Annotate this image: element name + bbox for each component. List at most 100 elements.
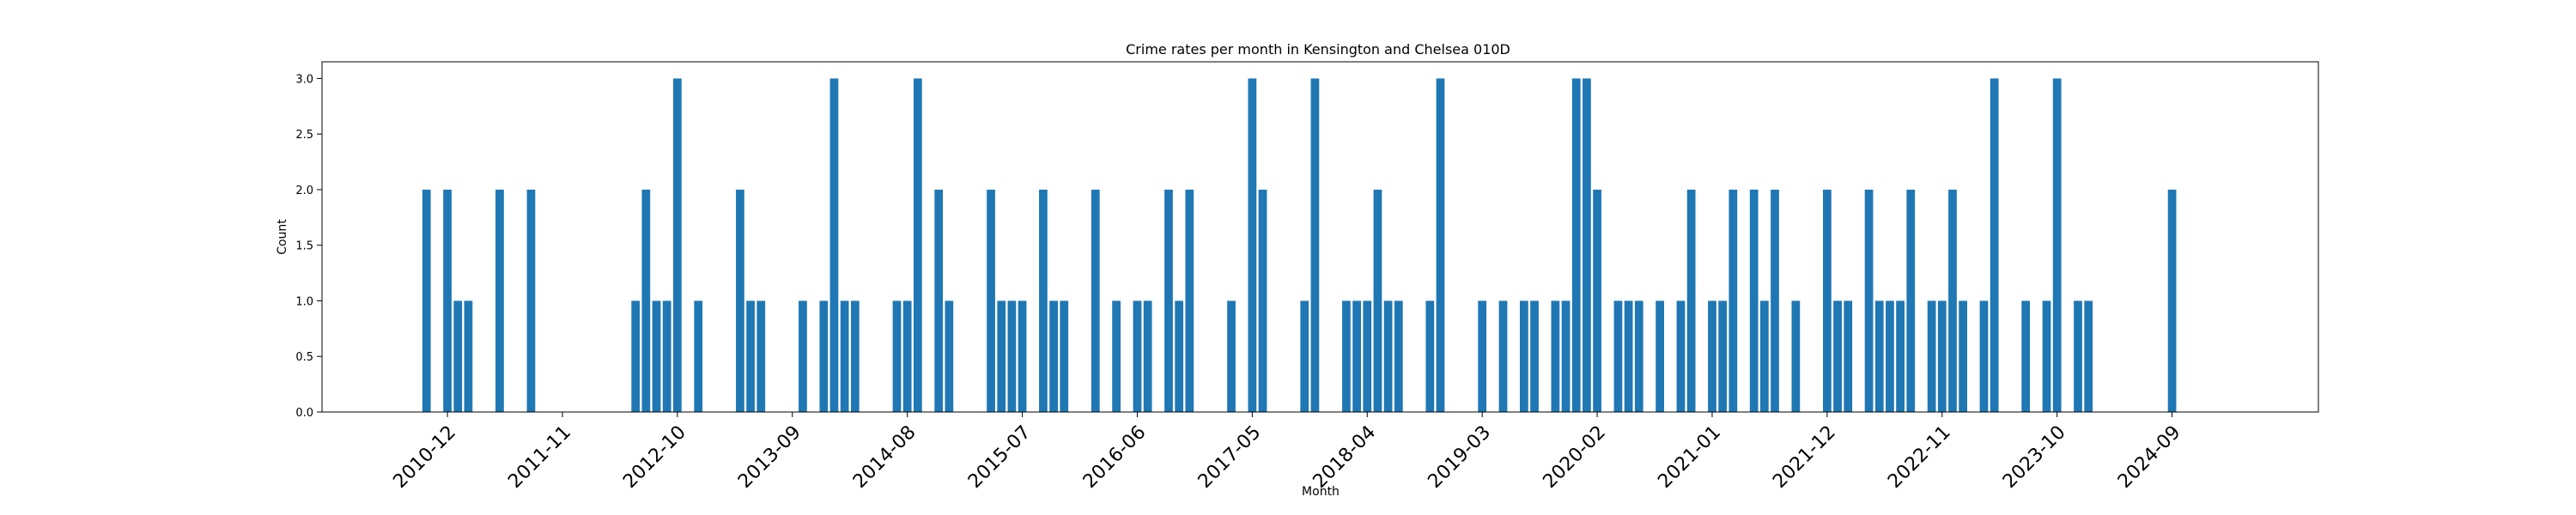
x-tick-label: 2023-10: [1999, 421, 2070, 493]
bar-2011-02: [464, 300, 473, 412]
y-tick-label: 3.0: [295, 73, 313, 86]
bar-2015-10: [1049, 300, 1058, 412]
bar-2012-06: [631, 300, 641, 412]
bar-2023-12: [2074, 300, 2082, 412]
bar-2013-10: [799, 300, 807, 412]
x-tick-label: 2012-10: [619, 421, 690, 493]
bar-2017-06: [1258, 189, 1267, 412]
x-tick-label: 2020-02: [1539, 421, 1610, 493]
bars-group: [422, 78, 2177, 413]
bar-2015-09: [1039, 189, 1048, 412]
bar-2022-05: [1874, 300, 1884, 412]
bar-2020-11: [1686, 189, 1696, 412]
x-tick-label: 2018-04: [1309, 421, 1381, 493]
x-axis-label: Month: [1302, 485, 1340, 499]
bar-2018-03: [1352, 300, 1361, 412]
bar-2022-07: [1896, 300, 1905, 412]
plot-frame: [321, 61, 2319, 413]
bar-2016-11: [1185, 189, 1194, 412]
y-tick-label: 2.0: [295, 185, 313, 197]
bar-2021-06: [1759, 300, 1769, 412]
bar-2013-12: [819, 300, 829, 412]
bar-2019-10: [1551, 300, 1560, 412]
bar-2013-05: [746, 300, 755, 412]
bar-2015-06: [1007, 300, 1017, 412]
bar-2012-07: [641, 189, 651, 412]
bar-2011-05: [495, 189, 504, 412]
bar-2021-12: [1823, 189, 1832, 412]
bar-2016-04: [1112, 300, 1121, 412]
bar-2016-02: [1091, 189, 1100, 412]
bar-2022-10: [1927, 300, 1936, 412]
x-ticks-group: 2010-12 2011-11 2012-10 2013-09 2014-08 2015-…: [389, 412, 2185, 493]
bar-2020-10: [1676, 300, 1686, 412]
bar-2019-03: [1478, 300, 1487, 412]
x-tick-label: 2017-05: [1194, 421, 1266, 493]
bar-2021-07: [1771, 189, 1779, 412]
bar-2019-12: [1571, 78, 1581, 413]
bar-2022-04: [1864, 189, 1874, 412]
bar-2022-01: [1833, 300, 1842, 412]
bar-2023-09: [2042, 300, 2051, 412]
y-tick-label: 1.0: [295, 295, 313, 308]
bar-2014-11: [934, 189, 944, 412]
bar-2016-07: [1143, 300, 1152, 412]
bar-2023-01: [1959, 300, 1967, 412]
x-tick-label: 2021-01: [1654, 421, 1725, 493]
bar-2020-08: [1656, 300, 1664, 412]
x-tick-label: 2010-12: [389, 421, 460, 493]
bar-2015-04: [987, 189, 995, 412]
bar-2012-09: [662, 300, 671, 412]
bar-2020-04: [1613, 300, 1623, 412]
x-tick-label: 2014-08: [849, 421, 920, 493]
bar-2012-12: [694, 300, 703, 412]
bar-2021-05: [1749, 189, 1759, 412]
bar-2018-11: [1436, 78, 1445, 413]
x-tick-label: 2019-03: [1424, 421, 1495, 493]
bar-2019-05: [1498, 300, 1508, 412]
y-axis-label: Count: [276, 219, 289, 255]
bar-2017-03: [1227, 300, 1236, 412]
bar-2016-09: [1164, 189, 1173, 412]
bar-2014-12: [945, 300, 954, 412]
x-tick-label: 2022-11: [1884, 421, 1955, 493]
x-tick-label: 2015-07: [964, 421, 1036, 493]
bar-2017-11: [1310, 78, 1320, 413]
bar-2021-03: [1728, 189, 1738, 412]
bar-2017-10: [1300, 300, 1309, 412]
bar-2011-08: [526, 189, 536, 412]
x-tick-label: 2016-06: [1079, 421, 1151, 493]
bar-2022-11: [1937, 300, 1947, 412]
bar-2019-07: [1520, 300, 1528, 412]
bar-2023-07: [2021, 300, 2031, 412]
x-tick-label: 2021-12: [1769, 421, 1840, 493]
y-tick-label: 0.5: [295, 351, 313, 364]
bar-2024-01: [2084, 300, 2093, 412]
bar-2021-02: [1718, 300, 1728, 412]
bar-2023-03: [1979, 300, 1989, 412]
y-ticks-group: 0.0 0.5 1.0 1.5 2.0 2.5 3.0: [295, 73, 322, 420]
bar-2014-03: [850, 300, 860, 412]
x-tick-label: 2011-11: [504, 421, 575, 493]
x-tick-label: 2013-09: [734, 421, 805, 493]
bar-2012-10: [673, 78, 682, 413]
bar-2018-02: [1342, 300, 1351, 412]
bar-2020-06: [1634, 300, 1643, 412]
bar-2022-02: [1844, 300, 1853, 412]
bar-2016-10: [1175, 300, 1184, 412]
bar-2019-11: [1561, 300, 1571, 412]
bar-2018-06: [1383, 300, 1393, 412]
chart-title: Crime rates per month in Kensington and …: [1126, 41, 1510, 58]
bar-2018-10: [1425, 300, 1435, 412]
bar-2022-06: [1886, 300, 1894, 412]
y-tick-label: 1.5: [295, 240, 313, 253]
bar-2019-08: [1530, 300, 1539, 412]
bar-2014-09: [913, 78, 922, 413]
bar-2021-09: [1791, 300, 1801, 412]
bar-2023-10: [2052, 78, 2062, 413]
bar-2018-04: [1363, 300, 1372, 412]
bar-2024-09: [2167, 189, 2177, 412]
bar-2014-02: [840, 300, 849, 412]
bar-2012-08: [652, 300, 661, 412]
bar-2017-05: [1248, 78, 1257, 413]
